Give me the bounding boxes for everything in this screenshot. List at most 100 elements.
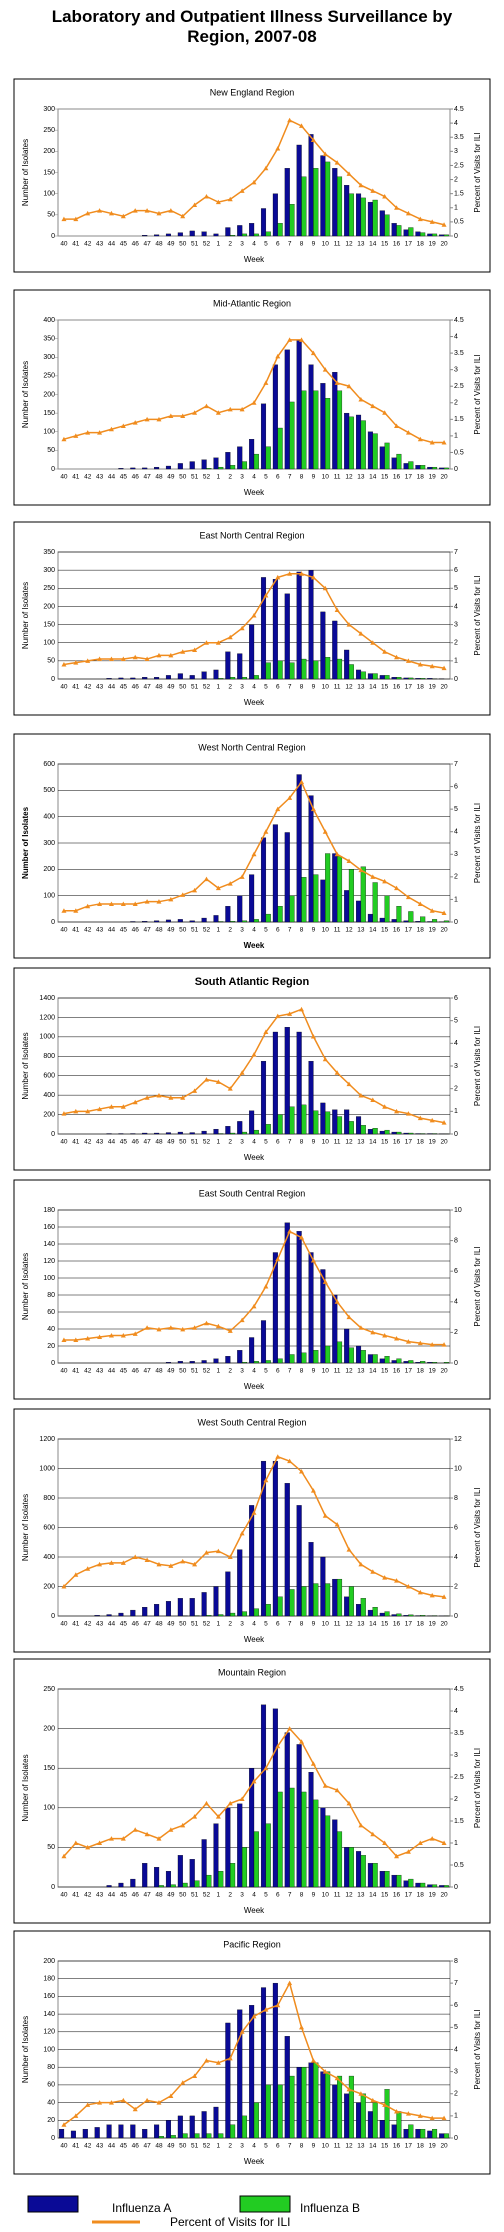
line-marker xyxy=(417,1115,423,1121)
x-tick-label: 3 xyxy=(240,684,244,691)
bar xyxy=(206,468,212,470)
line-marker xyxy=(382,1575,388,1580)
x-tick-label: 5 xyxy=(264,684,268,691)
line-marker xyxy=(156,2100,162,2105)
bar xyxy=(284,1483,290,1617)
x-tick-label: 50 xyxy=(179,241,187,248)
bar xyxy=(320,1807,326,1888)
line-marker xyxy=(358,1822,364,1828)
bar xyxy=(360,420,366,470)
bar xyxy=(241,920,248,923)
line-marker xyxy=(203,403,209,409)
bar xyxy=(391,457,397,470)
bar xyxy=(237,446,243,470)
bar xyxy=(237,225,243,237)
bar xyxy=(241,1362,248,1364)
x-tick-label: 42 xyxy=(84,927,92,934)
y2-tick-label: 2 xyxy=(454,2091,458,2098)
x-axis-label: Week xyxy=(244,1635,265,1644)
line-marker xyxy=(417,1589,423,1595)
x-tick-label: 4 xyxy=(252,1139,256,1146)
line-marker xyxy=(263,1765,269,1771)
x-tick-label: 41 xyxy=(72,684,80,691)
bar xyxy=(391,1360,397,1364)
bar xyxy=(360,1855,366,1888)
bar xyxy=(301,1586,307,1617)
bar xyxy=(277,660,283,680)
line-marker xyxy=(334,2075,340,2081)
y2-tick-label: 4 xyxy=(454,1554,458,1561)
x-tick-label: 44 xyxy=(108,474,116,481)
x-tick-label: 8 xyxy=(300,1892,304,1899)
line-marker xyxy=(168,2093,174,2098)
bar xyxy=(201,2111,207,2139)
bar xyxy=(230,235,236,237)
bar xyxy=(415,1362,421,1364)
line-marker xyxy=(227,406,233,412)
line-marker xyxy=(120,656,126,662)
bar xyxy=(391,677,397,680)
y-tick-label: 0 xyxy=(51,919,55,926)
x-axis-label: Week xyxy=(244,1153,265,1162)
x-tick-label: 2 xyxy=(228,1621,232,1628)
bar xyxy=(260,1460,267,1617)
bar xyxy=(420,916,426,923)
bar xyxy=(337,1578,343,1617)
line-marker xyxy=(275,1013,281,1019)
bar xyxy=(213,915,219,923)
bar xyxy=(237,1350,243,1364)
x-tick-label: 9 xyxy=(312,2143,316,2150)
bar xyxy=(308,795,314,923)
bar xyxy=(396,453,402,470)
line-marker xyxy=(73,660,79,665)
x-tick-label: 3 xyxy=(240,1139,244,1146)
bar xyxy=(213,1128,219,1135)
x-tick-label: 48 xyxy=(155,927,163,934)
line-marker xyxy=(394,885,400,891)
bar xyxy=(325,2071,331,2139)
line-marker xyxy=(358,396,364,402)
x-tick-label: 12 xyxy=(345,241,353,248)
bar xyxy=(332,1819,338,1888)
line-marker xyxy=(108,1332,114,1338)
bar xyxy=(277,427,283,470)
bar xyxy=(344,1109,350,1135)
y-axis-label: Number of Isolates xyxy=(21,806,30,879)
bar xyxy=(289,2075,295,2139)
bar xyxy=(289,895,295,923)
y-tick-label: 100 xyxy=(43,1275,55,1282)
bar xyxy=(189,920,195,923)
bar xyxy=(396,1358,402,1364)
y2-tick-label: 2 xyxy=(454,640,458,647)
line-marker xyxy=(192,202,198,207)
y-axis-label: Number of Isolates xyxy=(21,582,30,649)
line-marker xyxy=(263,2007,269,2012)
bar xyxy=(439,467,445,470)
line-marker xyxy=(73,2113,79,2118)
line-marker xyxy=(310,1488,316,1493)
x-tick-label: 43 xyxy=(96,474,104,481)
x-tick-label: 11 xyxy=(334,927,341,934)
bar xyxy=(337,2075,343,2139)
line-marker xyxy=(346,1547,352,1552)
chart-title: New England Region xyxy=(210,87,295,97)
line-marker xyxy=(192,1561,198,1567)
bar xyxy=(344,412,350,470)
line-marker xyxy=(287,571,293,576)
line-marker xyxy=(180,413,186,419)
bar xyxy=(296,144,302,237)
y-tick-label: 0 xyxy=(51,1360,55,1367)
bar xyxy=(367,1609,373,1617)
x-tick-label: 45 xyxy=(120,1368,128,1375)
bar xyxy=(415,678,421,680)
bar xyxy=(356,1116,362,1135)
line-marker xyxy=(370,1097,376,1102)
bar xyxy=(272,1031,278,1135)
x-tick-label: 3 xyxy=(240,2143,244,2150)
line-marker xyxy=(441,2115,447,2121)
bar xyxy=(289,401,295,470)
bar xyxy=(201,1592,207,1617)
bar xyxy=(384,675,390,680)
line-marker xyxy=(346,1800,352,1806)
line-marker xyxy=(417,2113,423,2118)
